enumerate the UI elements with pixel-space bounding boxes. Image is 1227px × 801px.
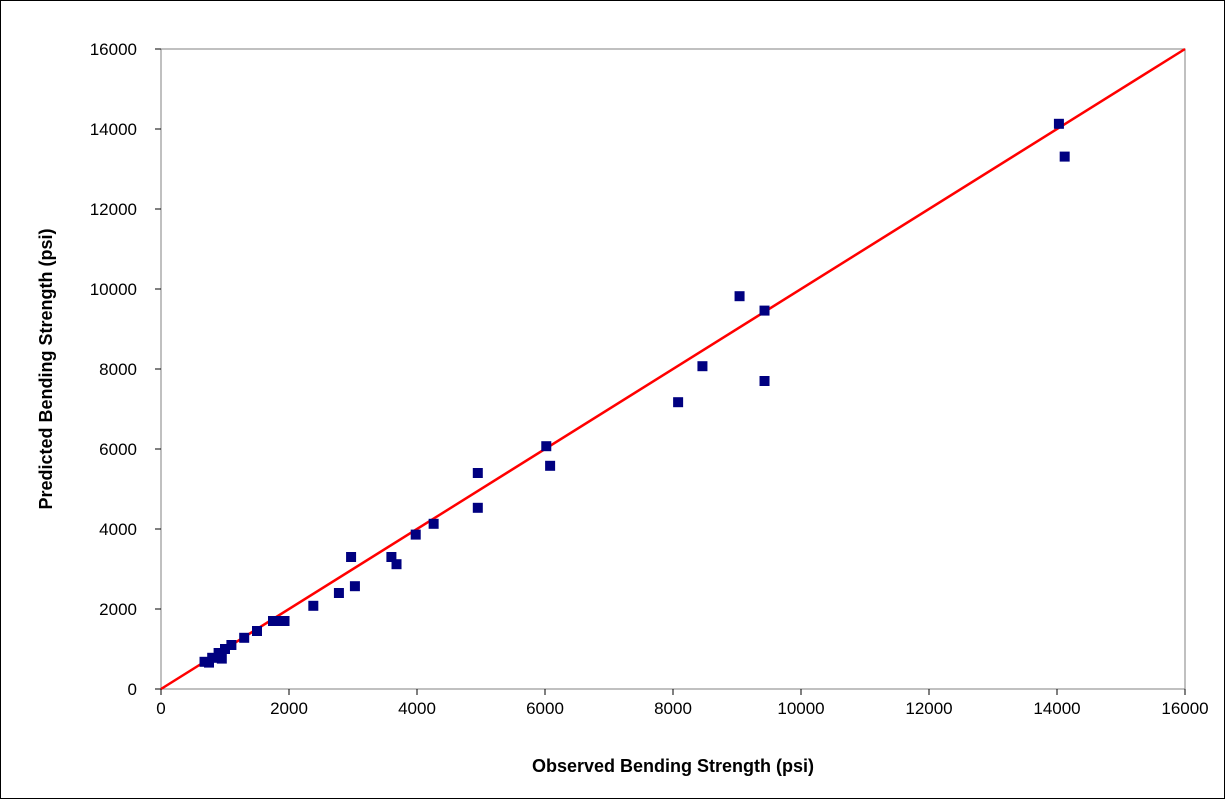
x-tick-label: 8000	[654, 699, 692, 718]
data-point	[541, 441, 552, 452]
data-point	[220, 644, 230, 654]
data-point	[391, 559, 402, 570]
x-tick-label: 10000	[777, 699, 824, 718]
y-tick-label: 4000	[99, 520, 137, 539]
y-tick-label: 14000	[90, 120, 137, 139]
x-tick-label: 6000	[526, 699, 564, 718]
reference-line-layer	[160, 47, 1186, 691]
y-tick-label: 0	[128, 680, 137, 699]
data-point	[759, 305, 770, 316]
y-tick-label: 12000	[90, 200, 137, 219]
data-point	[410, 529, 421, 540]
data-point	[279, 616, 290, 626]
data-point	[759, 376, 770, 386]
data-point	[472, 502, 483, 513]
reference-line	[160, 47, 1186, 691]
data-point	[346, 552, 357, 562]
y-tick-label: 8000	[99, 360, 137, 379]
data-point	[213, 648, 224, 658]
data-point	[428, 518, 439, 529]
data-point	[472, 468, 483, 478]
data-point	[1059, 151, 1070, 162]
x-tick-label: 16000	[1161, 699, 1208, 718]
y-tick-label: 6000	[99, 440, 137, 459]
data-point	[226, 640, 237, 650]
data-point	[734, 291, 745, 302]
data-point	[673, 397, 684, 408]
y-axis-title: Predicted Bending Strength (psi)	[36, 228, 56, 509]
y-tick-label: 2000	[99, 600, 137, 619]
data-point	[308, 600, 319, 611]
points-layer	[199, 118, 1070, 668]
data-point	[252, 626, 262, 636]
data-point	[349, 581, 360, 592]
x-axis-title: Observed Bending Strength (psi)	[532, 756, 814, 776]
data-point	[386, 552, 397, 562]
x-tick-label: 14000	[1033, 699, 1080, 718]
data-point	[697, 361, 708, 372]
data-point	[216, 653, 227, 664]
data-point	[268, 616, 278, 626]
data-point	[207, 652, 218, 663]
data-point	[545, 460, 556, 471]
data-point	[1053, 118, 1064, 129]
x-tick-label: 4000	[398, 699, 436, 718]
x-tick-label: 12000	[905, 699, 952, 718]
x-tick-label: 2000	[270, 699, 308, 718]
data-point	[239, 632, 250, 643]
x-tick-label: 0	[156, 699, 165, 718]
axes: 0 2000 4000 6000 8000 10000 12000 14000 16000 0 20…	[90, 40, 1209, 718]
data-point	[274, 616, 285, 626]
y-tick-label: 16000	[90, 40, 137, 59]
y-tick-label: 10000	[90, 280, 137, 299]
data-point	[333, 588, 344, 598]
